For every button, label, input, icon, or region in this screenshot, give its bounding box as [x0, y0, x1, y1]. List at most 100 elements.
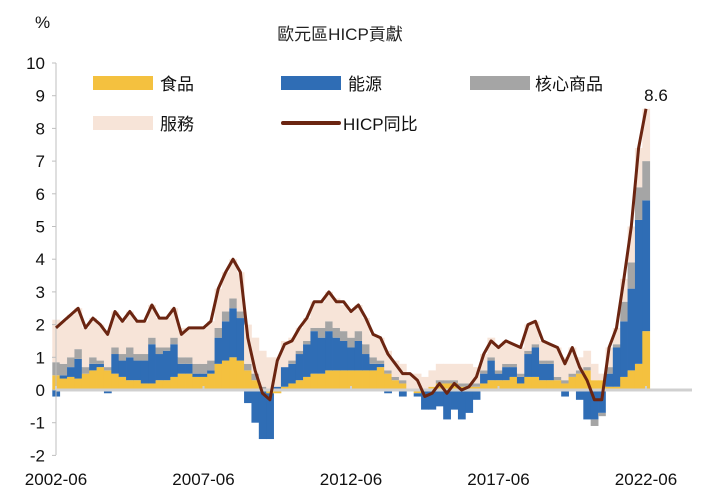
bar-energy-2003-09 [89, 363, 97, 371]
bar-services-2021-06 [612, 327, 621, 345]
y-tick-label: 4 [36, 250, 45, 269]
bar-energy-2016-06 [465, 390, 474, 413]
bar-energy-2010-12 [303, 344, 311, 377]
bar-services-2002-12 [67, 314, 75, 358]
bar-energy-2016-12 [480, 373, 488, 384]
bar-core-2011-12 [332, 327, 341, 338]
bar-core-2004-09 [118, 354, 127, 361]
bar-energy-2010-09 [295, 354, 304, 381]
bar-energy-2004-06 [111, 354, 120, 374]
bar-food-2004-06 [111, 373, 120, 390]
y-tick-label: 7 [36, 152, 45, 171]
bar-energy-2005-12 [155, 354, 164, 381]
bar-food-2007-12 [214, 363, 223, 390]
y-tick-label: 1 [36, 348, 45, 367]
bar-food-2021-03 [605, 386, 614, 390]
bar-energy-2020-09 [590, 390, 599, 420]
bar-core-2005-09 [148, 337, 156, 345]
bar-services-2020-12 [598, 373, 606, 381]
x-tick-label: 2022-06 [615, 470, 677, 489]
legend-label-energy: 能源 [348, 75, 382, 94]
legend-swatch-core-goods [470, 76, 530, 90]
bar-food-2014-09 [413, 390, 422, 394]
bar-services-2016-12 [480, 354, 488, 371]
bar-food-2002-09 [59, 378, 68, 390]
bar-core-2012-12 [362, 344, 370, 355]
y-tick-label: 2 [36, 316, 45, 335]
bar-core-2004-12 [126, 347, 134, 358]
bar-energy-2009-09 [266, 393, 274, 440]
bar-energy-2003-12 [96, 363, 105, 368]
legend-label-food: 食品 [160, 75, 194, 94]
y-tick-label: 10 [26, 54, 45, 73]
legend-label-core-goods: 核心商品 [535, 75, 603, 94]
bar-core-2018-09 [531, 344, 540, 348]
bar-services-2006-12 [185, 327, 193, 358]
bar-services-2017-03 [487, 337, 496, 358]
bar-energy-2008-03 [221, 321, 230, 361]
bar-food-2012-06 [347, 370, 356, 390]
bar-energy-2017-09 [502, 367, 510, 381]
bar-core-2003-12 [96, 360, 105, 364]
bar-energy-2022-06 [642, 200, 651, 332]
bar-energy-2012-06 [347, 347, 356, 371]
bar-food-2007-09 [207, 373, 215, 390]
bar-services-2008-03 [221, 272, 230, 312]
bar-core-2011-03 [310, 327, 319, 332]
bar-core-2019-09 [561, 380, 569, 384]
bar-food-2015-03 [428, 386, 437, 390]
bar-energy-2002-09 [59, 375, 68, 379]
bar-core-2011-09 [325, 321, 333, 332]
bar-energy-2018-06 [524, 354, 533, 377]
bar-energy-2017-03 [487, 360, 496, 381]
y-tick-label: 0 [36, 381, 45, 400]
bar-core-2006-12 [185, 357, 193, 364]
bar-energy-2009-03 [251, 390, 260, 423]
bar-services-2013-03 [369, 334, 378, 358]
bar-services-2010-06 [288, 337, 297, 361]
bar-energy-2021-03 [605, 373, 614, 387]
bar-energy-2003-03 [74, 358, 83, 379]
bar-services-2013-06 [376, 337, 385, 361]
bar-services-2009-12 [273, 357, 282, 387]
bar-food-2006-09 [177, 373, 186, 390]
bar-food-2016-06 [465, 386, 474, 390]
bar-core-2009-06 [258, 386, 267, 390]
bar-core-2017-09 [502, 363, 510, 368]
bar-food-2004-03 [103, 370, 112, 390]
bar-core-2010-06 [288, 360, 297, 364]
bar-core-2021-03 [605, 367, 614, 374]
bar-core-2013-09 [384, 370, 392, 374]
bar-services-2006-09 [177, 327, 186, 358]
bar-services-2011-09 [325, 291, 333, 322]
bar-energy-2016-09 [472, 390, 481, 400]
bar-energy-2005-03 [133, 360, 142, 381]
bar-core-2003-09 [89, 357, 97, 364]
bar-food-2003-09 [89, 370, 97, 390]
bar-core-2018-06 [524, 350, 533, 355]
bar-energy-2009-06 [258, 390, 267, 440]
bar-services-2008-09 [236, 272, 245, 312]
bar-food-2019-09 [561, 383, 569, 390]
bar-food-2016-12 [480, 383, 488, 390]
bar-food-2018-12 [539, 380, 547, 390]
bar-food-2015-06 [435, 383, 444, 390]
y-tick-label: 5 [36, 218, 45, 237]
bar-services-2012-09 [354, 304, 363, 332]
bar-services-2021-03 [605, 347, 614, 368]
bar-core-2006-06 [170, 337, 179, 345]
bar-core-2020-03 [575, 370, 584, 374]
bar-food-2015-09 [443, 383, 451, 390]
bar-core-2005-12 [155, 347, 164, 355]
bar-food-2013-06 [376, 367, 385, 390]
bar-services-2018-12 [539, 340, 547, 361]
bar-services-2009-09 [266, 357, 274, 390]
bar-core-2011-06 [317, 327, 326, 338]
bar-energy-2011-09 [325, 331, 333, 371]
bar-core-2020-09 [590, 419, 599, 426]
bar-services-2013-09 [384, 350, 392, 371]
legend-swatch-food [93, 76, 153, 90]
bar-energy-2007-03 [192, 373, 201, 377]
bar-food-2020-12 [598, 380, 606, 390]
